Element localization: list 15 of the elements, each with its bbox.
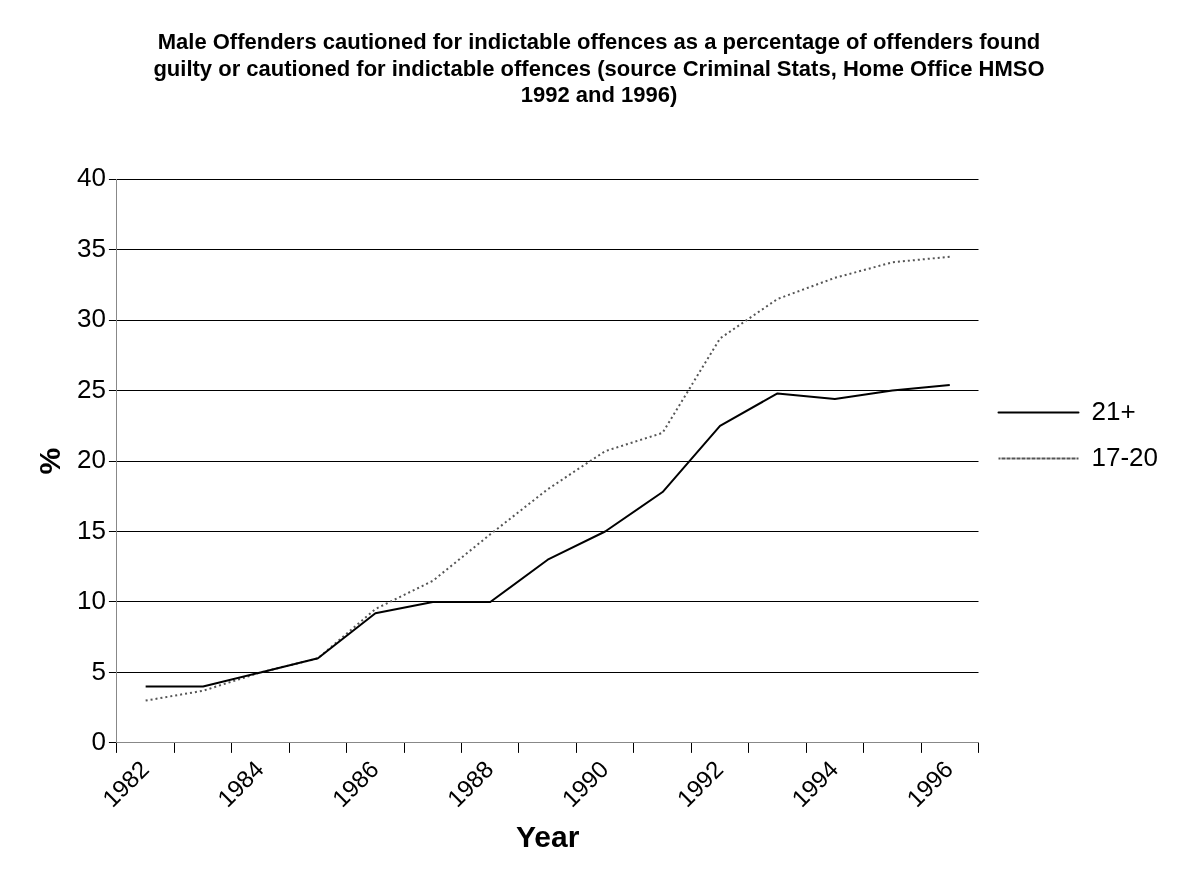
y-axis-title: % (33, 447, 67, 475)
y-tick-label: 40 (77, 162, 106, 193)
y-tick-label: 25 (77, 373, 106, 404)
y-tick-label: 0 (91, 726, 106, 757)
y-tick-label: 10 (77, 585, 106, 616)
y-tick-label: 30 (77, 303, 106, 334)
y-tick-label: 15 (77, 514, 106, 545)
legend-label: 21+ (1091, 395, 1136, 426)
y-tick-label: 20 (77, 444, 106, 475)
y-tick-label: 35 (77, 232, 106, 263)
legend-label: 17-20 (1091, 441, 1158, 472)
chart-title: Male Offenders cautioned for indictable offences as a percentage of offenders found guilty or cautioned for indictable offences (source Criminal Stats, Home Office HMSO 1992 and 1996) (153, 29, 1045, 108)
line-series (144, 255, 951, 702)
y-tick-label: 5 (91, 655, 106, 686)
x-axis-title: Year (516, 820, 580, 854)
